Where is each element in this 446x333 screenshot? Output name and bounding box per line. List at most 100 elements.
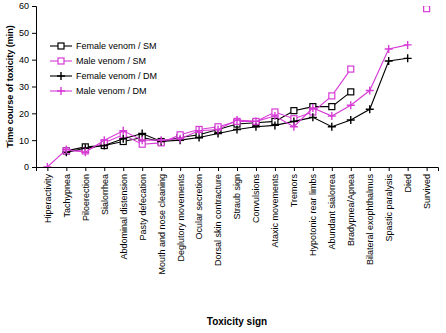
data-point [329,93,335,99]
x-tick-label: Ataxic movements [270,174,280,248]
y-tick: 40 [19,55,36,65]
y-tick-mark [32,6,36,7]
x-tick-mark [47,167,48,171]
x-tick-mark [237,167,238,171]
x-tick-label: Deglutory movements [175,174,185,262]
legend-marker [58,58,64,64]
x-tick-mark [370,167,371,171]
chart: 0 10 20 30 40 50 60 Hiperactivity Tachypnea Piloe… [0,0,446,333]
x-tick: Abundant sialorrea [327,167,337,250]
data-point [138,136,146,144]
series-line [66,58,407,152]
x-tick-label: Abdominal distension [119,174,129,260]
x-tick-label: Hypotonic rear limbs [308,174,318,257]
x-tick-label: Hiperactivity [43,174,53,224]
legend-label: Male venom / SM [76,56,146,66]
data-point [309,104,317,112]
data-point [271,112,279,120]
data-point [348,66,354,72]
series-line [66,92,350,151]
y-tick-label: 10 [19,136,29,146]
data-point [424,6,430,12]
y-tick-mark [32,33,36,34]
x-tick-label: Pasty defecation [138,174,148,241]
legend-entry: Male venom / DM [50,86,147,96]
data-point [348,89,354,95]
series-group [43,6,429,167]
x-tick: Ataxic movements [270,167,280,248]
y-tick-label: 40 [19,55,29,65]
x-tick: Straub sign [232,167,242,220]
x-tick-mark [123,167,124,171]
data-point [309,113,317,121]
x-tick-label: Tachypnea [62,174,72,218]
y-tick-label: 30 [19,82,29,92]
data-point [253,118,259,124]
x-tick: Piloerection [81,167,91,221]
x-tick: Convulsions [251,167,261,223]
x-tick: Mouth and nose cleaning [157,167,167,275]
data-point [119,135,127,143]
x-tick-label: Piloerection [81,174,91,221]
x-axis-line [37,168,439,172]
series-line [47,45,407,167]
data-point [347,116,355,124]
x-tick-mark [275,167,276,171]
data-point [195,127,203,135]
x-axis: Hiperactivity Tachypnea Piloerection Sialor… [37,167,439,275]
y-tick-mark [32,140,36,141]
x-tick-mark [294,167,295,171]
x-axis-title: Toxicity sign [207,316,267,327]
y-axis: 0 10 20 30 40 50 60 [19,1,37,172]
y-tick-label: 60 [19,1,29,11]
data-point [233,125,241,133]
data-point [366,105,374,113]
legend-label: Female venom / SM [76,41,157,51]
x-tick-mark [85,167,86,171]
x-tick-mark [332,167,333,171]
y-tick-label: 0 [24,162,29,172]
x-tick-mark [199,167,200,171]
data-point [62,146,70,154]
x-tick-mark [218,167,219,171]
x-tick-mark [427,167,428,171]
plot-area: 0 10 20 30 40 50 60 Hiperactivity Tachypnea Piloe… [19,1,439,274]
legend-entry: Female venom / SM [50,41,157,51]
data-point [271,121,279,129]
y-tick-label: 20 [19,109,29,119]
data-point [329,104,335,110]
data-point [385,45,393,53]
data-point [176,135,184,143]
legend-marker [58,43,64,49]
y-tick-label: 50 [19,28,29,38]
x-tick: Dorsal skin contracture [213,167,223,266]
x-tick-label: Bradypnea/Apnea [346,174,356,246]
x-tick-label: Ocular secretion [194,174,204,240]
x-tick-mark [66,167,67,171]
y-axis-line [32,7,37,168]
data-point [119,127,127,135]
x-tick-label: Tremors [289,174,299,208]
data-point [43,163,51,167]
data-point [347,101,355,109]
data-point [214,125,222,133]
y-tick: 30 [19,82,36,92]
x-tick: Bradypnea/Apnea [346,167,356,246]
y-tick: 0 [24,162,36,172]
data-point [328,112,336,120]
x-tick: Tremors [289,167,299,207]
x-tick: Tachypnea [62,167,72,218]
x-tick-mark [313,167,314,171]
legend: Female venom / SMMale venom / SMFemale v… [50,41,157,96]
x-tick-label: Died [403,174,413,193]
x-tick-label: Sialorrhea [100,174,110,215]
y-tick: 60 [19,1,36,11]
data-point [252,117,260,125]
data-point [366,87,374,95]
data-point [404,54,412,62]
y-tick: 50 [19,28,36,38]
x-tick: Hiperactivity [43,167,53,223]
x-tick: Survived [422,167,432,209]
y-axis-title: Time course of toxicity (min) [5,25,15,147]
x-tick: Deglutory movements [175,167,185,262]
